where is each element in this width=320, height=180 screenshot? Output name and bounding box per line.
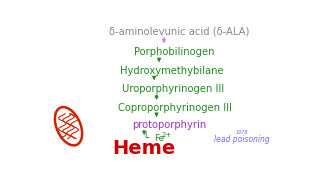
Text: δ-aminolevunic acid (δ-ALA): δ-aminolevunic acid (δ-ALA) [109,26,249,36]
Text: protoporphyrin: protoporphyrin [132,120,206,130]
Text: 1978: 1978 [236,130,248,135]
Text: 2+: 2+ [161,132,172,138]
Text: └: └ [142,133,148,143]
Text: Hydroxymethybilane: Hydroxymethybilane [120,66,223,76]
Text: Porphobilinogen: Porphobilinogen [134,47,214,57]
Text: Heme: Heme [113,139,176,158]
Text: lead poisoning: lead poisoning [214,135,270,144]
Text: Uroporphyrinogen III: Uroporphyrinogen III [122,84,224,94]
Text: Coproporphyrinogen III: Coproporphyrinogen III [118,103,232,113]
Text: Fe: Fe [154,134,164,143]
